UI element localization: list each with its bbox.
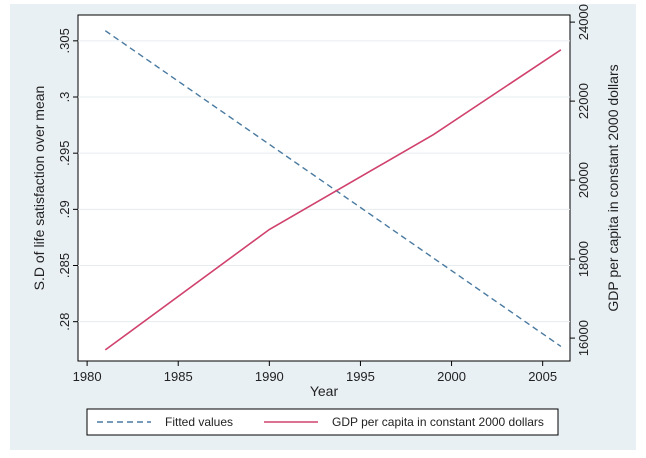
legend: Fitted values GDP per capita in constant…: [86, 408, 559, 436]
x-tick-label-5: 2005: [528, 369, 557, 384]
y-left-tick-label-5: .305: [57, 28, 72, 53]
series-line-1: [104, 49, 562, 351]
x-tick-label-2: 1990: [255, 369, 284, 384]
y-right-tick-label-3: 22000: [576, 83, 591, 119]
y-left-tick-label-0: .28: [57, 313, 72, 331]
y-right-axis-title: GDP per capita in constant 2000 dollars: [605, 64, 621, 311]
y-left-tick-label-1: .285: [57, 253, 72, 278]
x-tick-label-1: 1985: [164, 369, 193, 384]
series-line-0: [104, 30, 562, 347]
y-right-tick-label-0: 16000: [576, 320, 591, 356]
chart: 1980 1985 1990 1995 2000 2005 .28 .285 .29 .295.…: [31, 4, 621, 436]
plot-area: [77, 14, 571, 362]
y-right-axis-ticks: 16000 18000 20000 22000 24000: [570, 4, 591, 356]
series-lines: [104, 30, 562, 351]
y-right-tick-label-4: 24000: [576, 4, 591, 40]
legend-box: [86, 408, 559, 436]
legend-label-gdp: GDP per capita in constant 2000 dollars: [332, 415, 544, 429]
gridlines: [78, 40, 570, 323]
x-tick-label-3: 1995: [346, 369, 375, 384]
y-left-tick-label-3: .295: [57, 141, 72, 166]
y-left-tick-label-4: .3: [57, 92, 72, 103]
y-left-axis-title: S.D of life satisfaction over mean: [31, 86, 47, 291]
y-left-tick-label-2: .29: [57, 200, 72, 218]
y-right-tick-label-1: 18000: [576, 241, 591, 277]
chart-frame: 1980 1985 1990 1995 2000 2005 .28 .285 .29 .295.…: [10, 4, 636, 450]
x-axis-ticks: 1980 1985 1990 1995 2000 2005: [73, 361, 557, 384]
x-axis-title: Year: [310, 383, 339, 399]
legend-label-fitted-values: Fitted values: [165, 415, 233, 429]
x-tick-label-0: 1980: [73, 369, 102, 384]
x-tick-label-4: 2000: [437, 369, 466, 384]
y-left-axis-ticks: .28 .285 .29 .295 .3 .305: [57, 28, 78, 331]
y-right-tick-label-2: 20000: [576, 162, 591, 198]
